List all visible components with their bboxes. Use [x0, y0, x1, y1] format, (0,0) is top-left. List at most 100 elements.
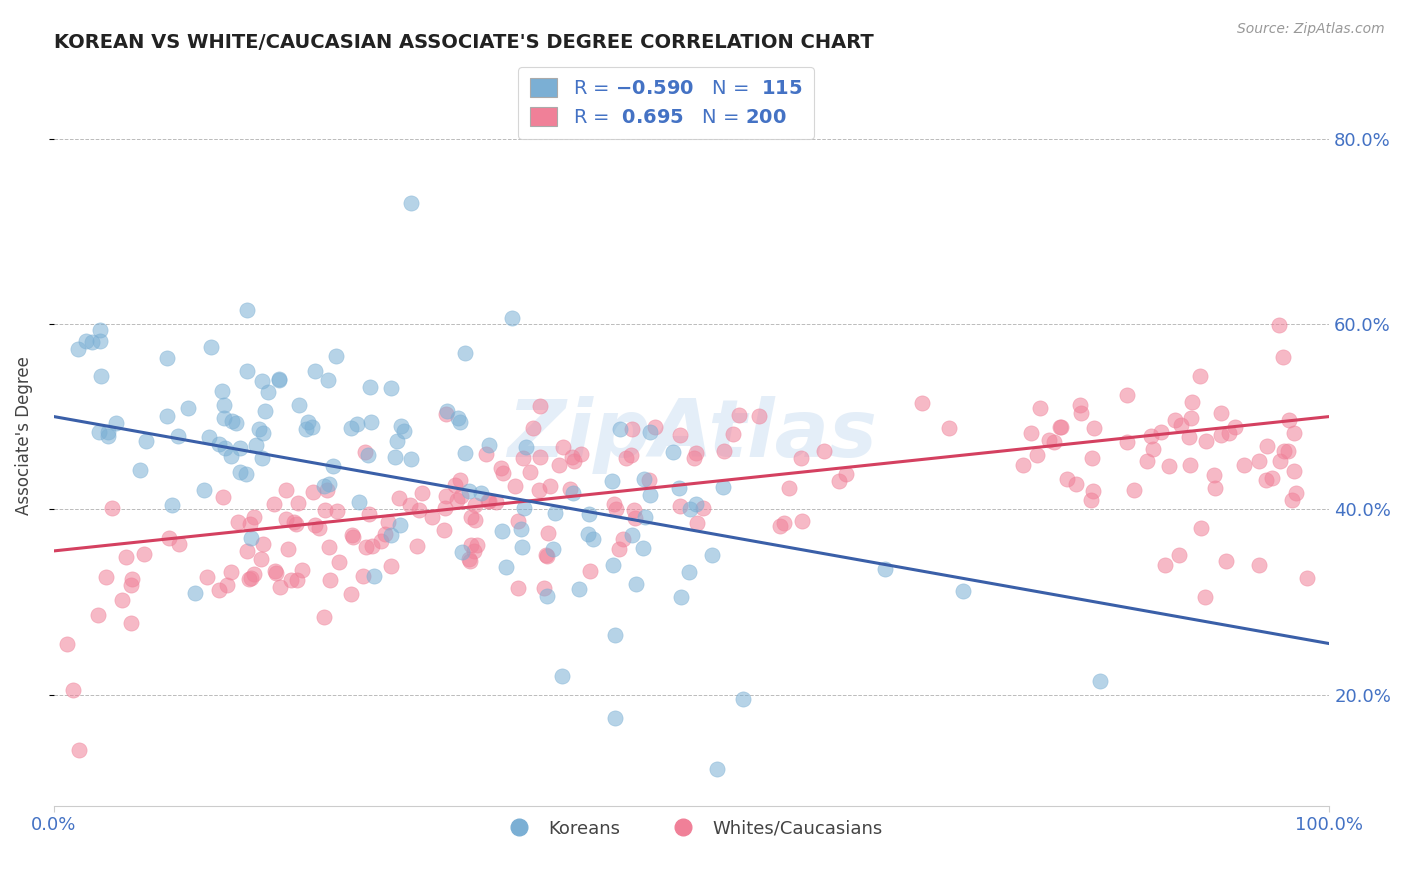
Point [446, 493, 468, 508]
Point [157, 531, 180, 545]
Point [388, 491, 411, 506]
Point [538, 479, 561, 493]
Point [464, 513, 486, 527]
Point [319, 573, 342, 587]
Point [283, 515, 305, 529]
Point [360, 415, 382, 429]
Point [443, 478, 465, 492]
Point [105, 416, 128, 430]
Point [475, 447, 498, 461]
Point [236, 364, 259, 378]
Point [638, 425, 661, 439]
Point [558, 482, 581, 496]
Point [952, 583, 974, 598]
Point [263, 565, 285, 579]
Point [167, 429, 190, 443]
Point [1081, 451, 1104, 466]
Point [316, 483, 339, 498]
Point [1278, 412, 1301, 426]
Point [1043, 435, 1066, 450]
Point [208, 437, 231, 451]
Point [1181, 395, 1204, 409]
Point [391, 419, 413, 434]
Point [352, 569, 374, 583]
Point [225, 416, 247, 430]
Point [1070, 406, 1092, 420]
Point [1088, 673, 1111, 688]
Point [467, 538, 489, 552]
Point [1271, 350, 1294, 364]
Point [548, 458, 571, 472]
Point [614, 451, 637, 466]
Point [198, 430, 221, 444]
Point [1049, 419, 1071, 434]
Point [529, 450, 551, 464]
Point [325, 504, 347, 518]
Point [89, 334, 111, 349]
Point [235, 303, 257, 318]
Point [1056, 472, 1078, 486]
Point [197, 570, 219, 584]
Point [304, 364, 326, 378]
Point [449, 473, 471, 487]
Point [1268, 318, 1291, 332]
Point [478, 494, 501, 508]
Point [1168, 548, 1191, 562]
Point [527, 483, 550, 498]
Point [349, 495, 371, 509]
Point [454, 346, 477, 360]
Point [605, 502, 627, 516]
Point [1180, 411, 1202, 425]
Point [221, 414, 243, 428]
Point [363, 568, 385, 582]
Point [536, 589, 558, 603]
Point [101, 501, 124, 516]
Point [621, 527, 644, 541]
Point [294, 422, 316, 436]
Point [669, 428, 692, 442]
Point [678, 565, 700, 579]
Point [721, 427, 744, 442]
Point [1159, 458, 1181, 473]
Point [399, 196, 422, 211]
Point [609, 422, 631, 436]
Point [1282, 425, 1305, 440]
Point [380, 528, 402, 542]
Point [184, 586, 207, 600]
Point [1247, 454, 1270, 468]
Point [768, 519, 790, 533]
Point [96, 570, 118, 584]
Point [685, 446, 707, 460]
Point [328, 555, 350, 569]
Point [115, 550, 138, 565]
Point [252, 426, 274, 441]
Point [1026, 449, 1049, 463]
Point [256, 384, 278, 399]
Point [1115, 388, 1137, 402]
Point [314, 503, 336, 517]
Point [156, 351, 179, 365]
Point [875, 561, 897, 575]
Point [89, 323, 111, 337]
Point [394, 425, 416, 439]
Point [1081, 483, 1104, 498]
Text: Source: ZipAtlas.com: Source: ZipAtlas.com [1237, 22, 1385, 37]
Point [325, 349, 347, 363]
Point [447, 411, 470, 425]
Point [339, 421, 361, 435]
Point [536, 549, 558, 564]
Point [269, 580, 291, 594]
Point [1080, 493, 1102, 508]
Point [66, 343, 89, 357]
Point [211, 384, 233, 398]
Point [162, 499, 184, 513]
Point [790, 451, 813, 466]
Point [1029, 401, 1052, 415]
Point [463, 543, 485, 558]
Point [301, 485, 323, 500]
Point [609, 541, 631, 556]
Point [1281, 492, 1303, 507]
Point [254, 404, 277, 418]
Point [285, 574, 308, 588]
Point [790, 514, 813, 528]
